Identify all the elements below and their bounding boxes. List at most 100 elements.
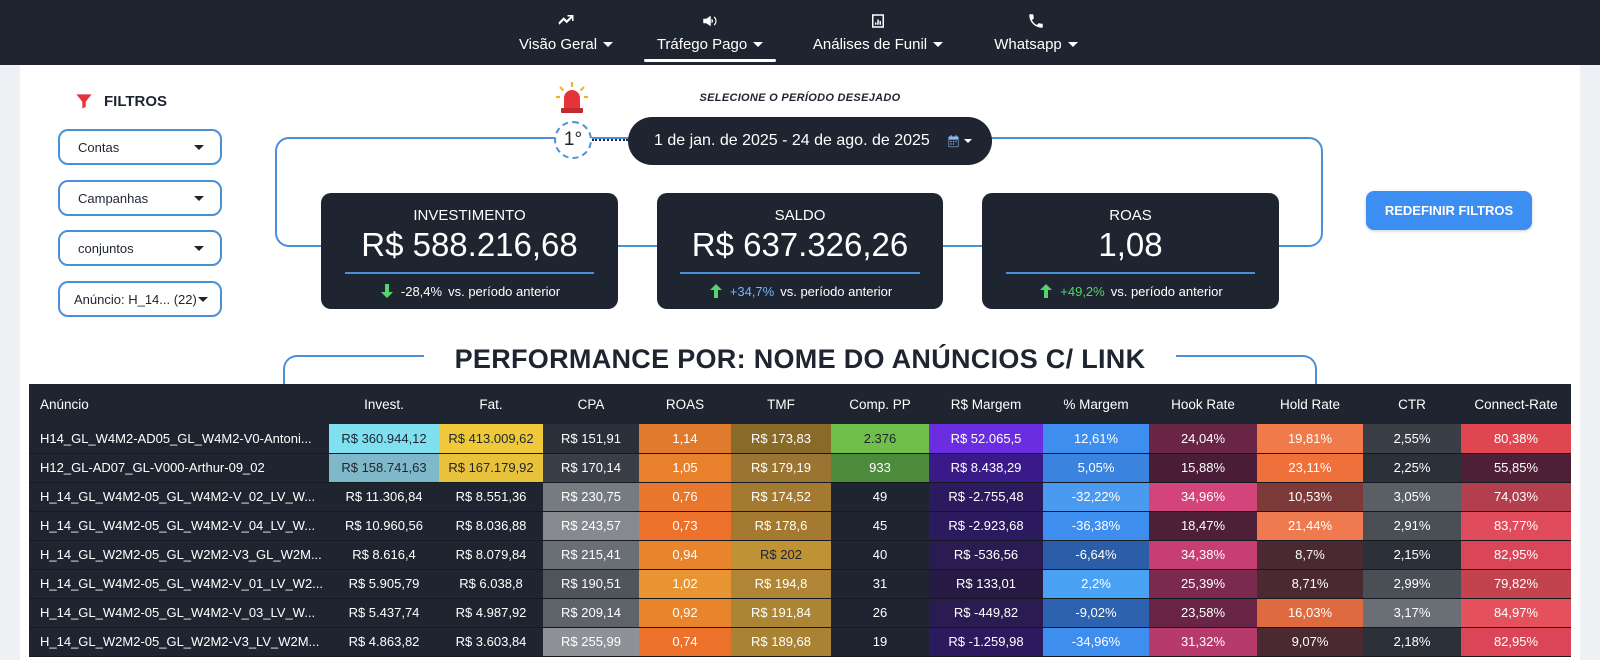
column-header[interactable]: Hook Rate <box>1149 384 1257 424</box>
ad-name-cell[interactable]: H14_GL_W4M2-AD05_GL_W4M2-V0-Antoni... <box>29 424 329 454</box>
kpi-title: ROAS <box>1109 207 1152 224</box>
period-label: SELECIONE O PERÍODO DESEJADO <box>699 92 901 104</box>
date-range-picker[interactable]: 1 de jan. de 2025 - 24 de ago. de 2025 <box>628 117 992 165</box>
arrow-up-icon <box>709 284 722 298</box>
metric-cell: R$ 133,01 <box>929 569 1043 599</box>
filter-campanhas[interactable]: Campanhas <box>58 180 222 216</box>
kpi-saldo: SALDO R$ 637.326,26 +34,7% vs. período a… <box>657 193 943 309</box>
ad-name-cell[interactable]: H_14_GL_W4M2-05_GL_W4M2-V_01_LV_W2... <box>29 569 329 599</box>
kpi-investimento: INVESTIMENTO R$ 588.216,68 -28,4% vs. pe… <box>321 193 618 309</box>
calendar-icon <box>946 134 972 149</box>
chevron-down-icon <box>933 42 944 47</box>
filters-header: FILTROS <box>74 91 167 111</box>
column-header[interactable]: ROAS <box>639 384 731 424</box>
metric-cell: 40 <box>831 540 929 570</box>
metric-cell: 19,81% <box>1257 424 1363 454</box>
metric-cell: R$ 4.863,82 <box>329 627 439 657</box>
chevron-down-icon <box>1067 42 1078 47</box>
trend-up-icon <box>558 15 574 25</box>
metric-cell: R$ 6.038,8 <box>439 569 543 599</box>
nav-trafego-pago[interactable]: Tráfego Pago <box>644 0 776 65</box>
metric-cell: 2,91% <box>1363 511 1461 541</box>
metric-cell: R$ -2.923,68 <box>929 511 1043 541</box>
table-row[interactable]: H_14_GL_W2M2-05_GL_W2M2-V3_LV_W2M... R$ 4… <box>29 627 1571 657</box>
metric-cell: 84,97% <box>1461 598 1571 628</box>
metric-cell: R$ 215,41 <box>543 540 639 570</box>
metric-cell: 19 <box>831 627 929 657</box>
metric-cell: R$ 190,51 <box>543 569 639 599</box>
metric-cell: -36,38% <box>1043 511 1149 541</box>
ad-name-cell[interactable]: H_14_GL_W4M2-05_GL_W4M2-V_02_LV_W... <box>29 482 329 512</box>
phone-icon <box>1029 14 1043 28</box>
column-header[interactable]: Fat. <box>439 384 543 424</box>
kpi-title: SALDO <box>774 207 826 224</box>
metric-cell: R$ 158.741,63 <box>329 453 439 483</box>
filter-anuncio[interactable]: Anúncio: H_14... (22) <box>58 281 222 317</box>
table-header-row: Anúncio Invest. Fat. CPA ROAS TMF Comp. … <box>29 384 1571 424</box>
kpi-delta-value: +49,2% <box>1060 283 1105 299</box>
metric-cell: 34,96% <box>1149 482 1257 512</box>
metric-cell: R$ 360.944,12 <box>329 424 439 454</box>
metric-cell: R$ 413.009,62 <box>439 424 543 454</box>
metric-cell: 12,61% <box>1043 424 1149 454</box>
nav-visao-geral[interactable]: Visão Geral <box>516 0 616 65</box>
metric-cell: 0,92 <box>639 598 731 628</box>
chevron-down-icon <box>753 42 764 47</box>
column-header[interactable]: Hold Rate <box>1257 384 1363 424</box>
column-header[interactable]: Anúncio <box>29 384 329 424</box>
table-row[interactable]: H_14_GL_W4M2-05_GL_W4M2-V_03_LV_W... R$ 5… <box>29 598 1571 628</box>
table-row[interactable]: H_14_GL_W4M2-05_GL_W4M2-V_01_LV_W2... R$ … <box>29 569 1571 599</box>
metric-cell: 9,07% <box>1257 627 1363 657</box>
column-header[interactable]: CPA <box>543 384 639 424</box>
metric-cell: 2,15% <box>1363 540 1461 570</box>
metric-cell: 49 <box>831 482 929 512</box>
ad-name-cell[interactable]: H_14_GL_W4M2-05_GL_W4M2-V_04_LV_W... <box>29 511 329 541</box>
column-header[interactable]: TMF <box>731 384 831 424</box>
table-row[interactable]: H_14_GL_W4M2-05_GL_W4M2-V_02_LV_W... R$ 1… <box>29 482 1571 512</box>
metric-cell: 25,39% <box>1149 569 1257 599</box>
column-header[interactable]: % Margem <box>1043 384 1149 424</box>
metric-cell: 24,04% <box>1149 424 1257 454</box>
filter-conjuntos[interactable]: conjuntos <box>58 230 222 266</box>
metric-cell: 2,99% <box>1363 569 1461 599</box>
ad-name-cell[interactable]: H_14_GL_W2M2-05_GL_W2M2-V3_GL_W2M... <box>29 540 329 570</box>
column-header[interactable]: Comp. PP <box>831 384 929 424</box>
metric-cell: R$ 170,14 <box>543 453 639 483</box>
metric-cell: 2.376 <box>831 424 929 454</box>
metric-cell: R$ 8.616,4 <box>329 540 439 570</box>
table-row[interactable]: H14_GL_W4M2-AD05_GL_W4M2-V0-Antoni... R$ … <box>29 424 1571 454</box>
kpi-delta-suffix: vs. período anterior <box>1110 283 1223 299</box>
ad-name-cell[interactable]: H12_GL-AD07_GL-V000-Arthur-09_02 <box>29 453 329 483</box>
metric-cell: R$ 52.065,5 <box>929 424 1043 454</box>
metric-cell: 0,73 <box>639 511 731 541</box>
metric-cell: R$ 230,75 <box>543 482 639 512</box>
arrow-up-icon <box>1040 284 1053 298</box>
table-row[interactable]: H_14_GL_W4M2-05_GL_W4M2-V_04_LV_W... R$ 1… <box>29 511 1571 541</box>
nav-label: Whatsapp <box>994 36 1062 53</box>
nav-label: Visão Geral <box>518 36 598 53</box>
column-header[interactable]: CTR <box>1363 384 1461 424</box>
metric-cell: R$ 191,84 <box>731 598 831 628</box>
metric-cell: R$ 8.036,88 <box>439 511 543 541</box>
metric-cell: 8,7% <box>1257 540 1363 570</box>
metric-cell: 23,11% <box>1257 453 1363 483</box>
column-header[interactable]: Invest. <box>329 384 439 424</box>
metric-cell: R$ 202 <box>731 540 831 570</box>
ad-name-cell[interactable]: H_14_GL_W4M2-05_GL_W4M2-V_03_LV_W... <box>29 598 329 628</box>
kpi-roas: ROAS 1,08 +49,2% vs. período anterior <box>982 193 1279 309</box>
nav-analises-funil[interactable]: Análises de Funil <box>808 0 948 65</box>
column-header[interactable]: Connect-Rate <box>1461 384 1571 424</box>
column-header[interactable]: R$ Margem <box>929 384 1043 424</box>
metric-cell: 933 <box>831 453 929 483</box>
metric-cell: 26 <box>831 598 929 628</box>
select-label: conjuntos <box>78 240 134 256</box>
table-row[interactable]: H12_GL-AD07_GL-V000-Arthur-09_02 R$ 158.7… <box>29 453 1571 483</box>
ad-name-cell[interactable]: H_14_GL_W2M2-05_GL_W2M2-V3_LV_W2M... <box>29 627 329 657</box>
table-body: H14_GL_W4M2-AD05_GL_W4M2-V0-Antoni... R$ … <box>29 424 1571 657</box>
reset-filters-button[interactable]: REDEFINIR FILTROS <box>1366 191 1532 230</box>
kpi-divider <box>344 272 595 274</box>
table-row[interactable]: H_14_GL_W2M2-05_GL_W2M2-V3_GL_W2M... R$ 8… <box>29 540 1571 570</box>
nav-whatsapp[interactable]: Whatsapp <box>988 0 1084 65</box>
metric-cell: 23,58% <box>1149 598 1257 628</box>
filter-contas[interactable]: Contas <box>58 129 222 165</box>
